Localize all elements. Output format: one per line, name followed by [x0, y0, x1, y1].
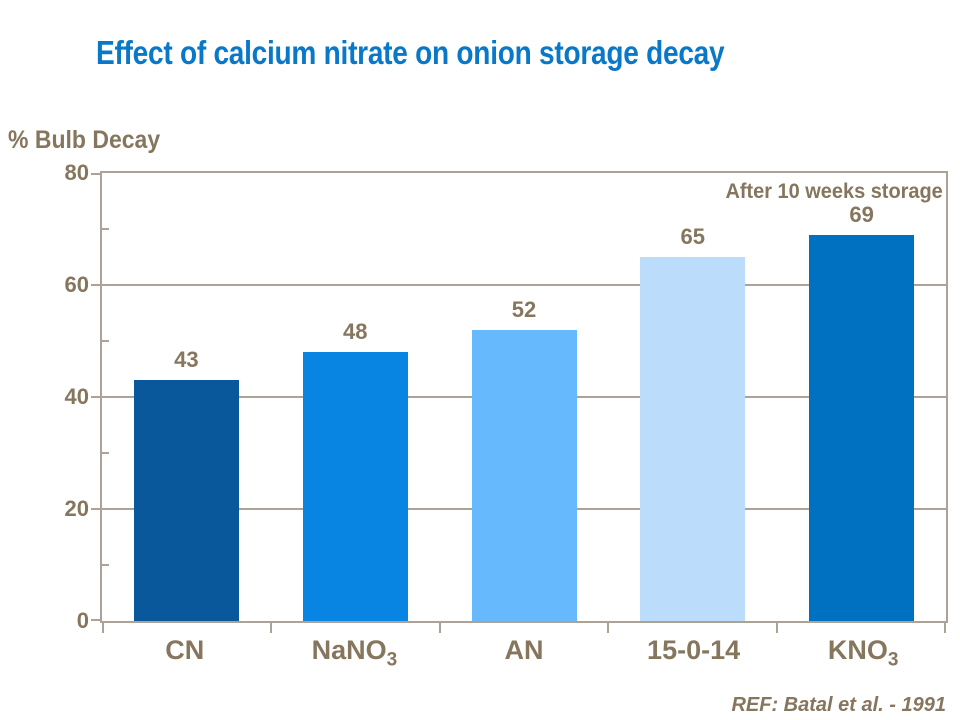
- bar-an: [471, 329, 577, 621]
- bar-nano3: [302, 352, 408, 621]
- x-category-label-text: CN: [165, 635, 205, 665]
- bar-value-label-kno3: 69: [849, 201, 874, 227]
- x-category-label-kno3: KNO3: [778, 635, 948, 669]
- x-axis-tick: [269, 623, 272, 633]
- y-axis-tick-label: 60: [64, 272, 89, 297]
- x-axis-tick: [438, 623, 441, 633]
- x-axis-tick: [607, 623, 610, 633]
- x-category-label-text: NaNO: [311, 635, 387, 665]
- y-axis-title: % Bulb Decay: [8, 126, 161, 154]
- x-category-label-an: AN: [439, 635, 609, 666]
- x-axis-tick: [944, 623, 946, 633]
- y-axis-minor-tick: [102, 564, 109, 566]
- x-axis-labels: CN NaNO3 AN 15-0-14 KNO3: [100, 635, 948, 676]
- x-axis-tick: [102, 623, 104, 633]
- bar-kno3: [809, 234, 915, 621]
- y-axis-tick-label: 40: [64, 384, 89, 409]
- y-axis-major-tick: [91, 396, 100, 398]
- annotation-after-storage: After 10 weeks storage: [725, 180, 943, 203]
- x-axis-tick: [776, 623, 779, 633]
- bar-cn: [133, 380, 239, 621]
- y-axis-tick-label: 20: [64, 496, 89, 521]
- bar-value-label-nano3: 48: [342, 319, 368, 345]
- bar-value-label-an: 52: [511, 296, 537, 322]
- bar-value-label-cn: 43: [174, 347, 199, 373]
- x-category-label-15-0-14: 15-0-14: [609, 635, 779, 666]
- y-axis-major-tick: [91, 619, 100, 621]
- y-axis-minor-tick: [102, 228, 109, 230]
- y-axis-minor-tick: [102, 452, 109, 454]
- x-category-label-text: AN: [504, 635, 544, 665]
- bar-value-label-15-0-14: 65: [680, 224, 706, 249]
- page-title: Effect of calcium nitrate on onion stora…: [96, 34, 725, 71]
- plot-area: After 10 weeks storage 0 20 40 60 80 43 48 52 65…: [65, 162, 948, 633]
- y-axis-tick-label: 80: [64, 160, 89, 185]
- x-category-label-text: KNO: [827, 635, 888, 665]
- y-axis-major-tick: [91, 508, 100, 510]
- y-axis-minor-tick: [102, 340, 109, 342]
- x-category-label-subscript: 3: [887, 649, 899, 671]
- x-category-label-nano3: NaNO3: [270, 635, 440, 669]
- reference-citation: REF: Batal et al. - 1991: [731, 694, 946, 716]
- x-category-label-text: 15-0-14: [647, 635, 741, 665]
- x-category-label-cn: CN: [100, 635, 270, 666]
- bar-15-0-14: [640, 257, 746, 621]
- y-axis-major-tick: [91, 173, 100, 175]
- y-axis-tick-label: 0: [76, 608, 89, 633]
- y-axis-major-tick: [91, 284, 100, 286]
- gridline-60: [102, 284, 946, 286]
- x-category-label-subscript: 3: [386, 649, 398, 671]
